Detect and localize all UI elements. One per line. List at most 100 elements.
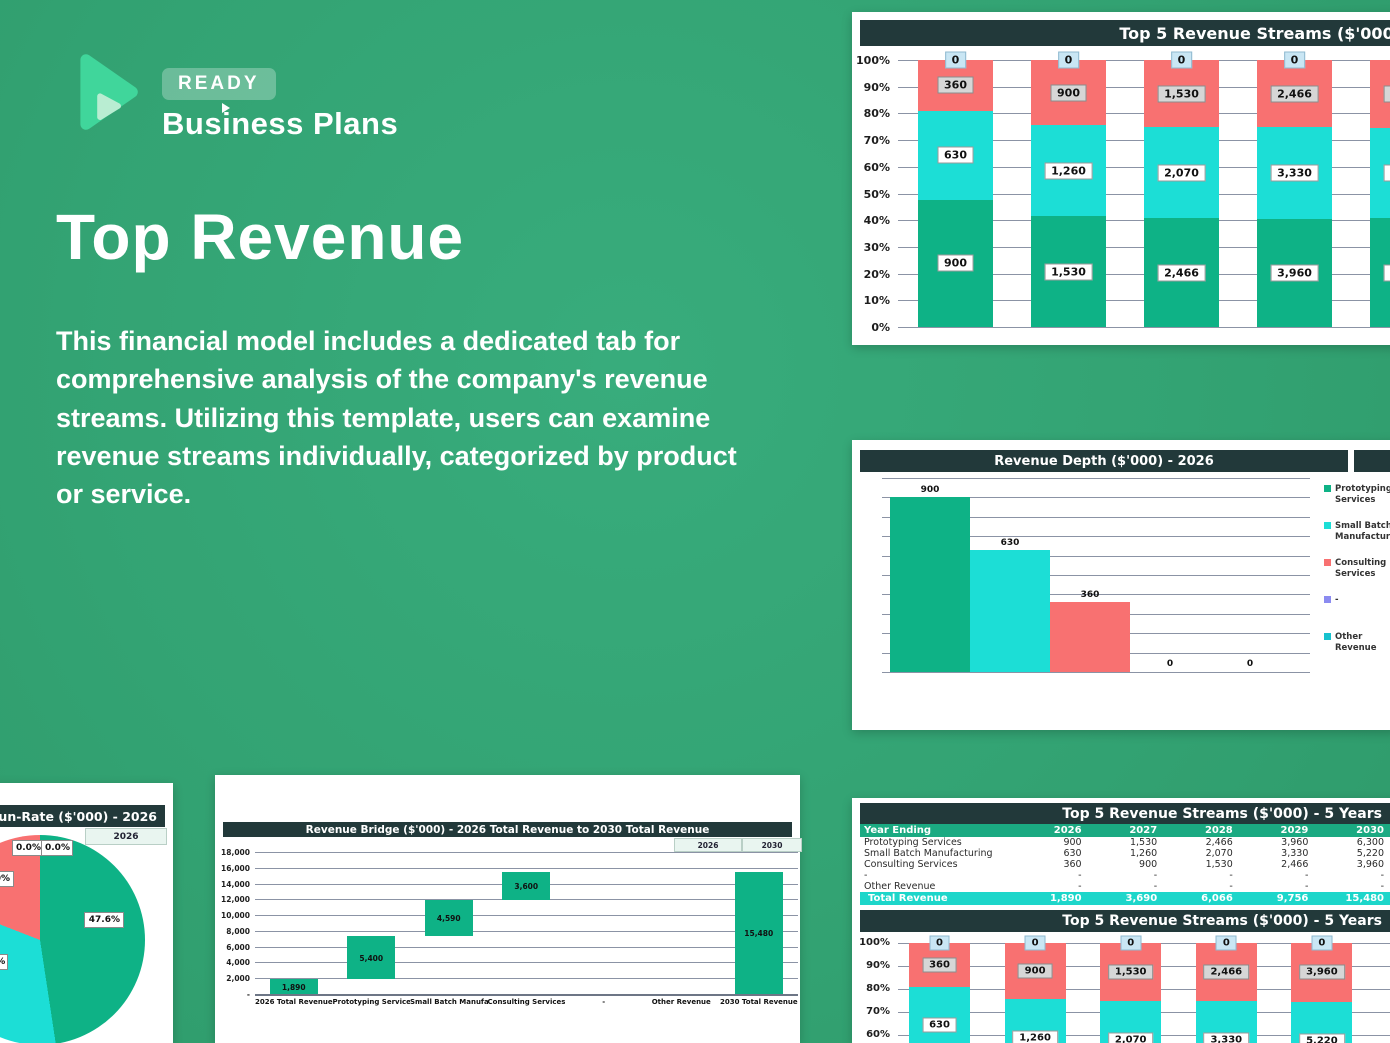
gridline bbox=[255, 852, 798, 853]
total-value: 15,480 bbox=[1314, 892, 1390, 905]
row-value: 630 bbox=[1063, 848, 1082, 859]
zero-value-label: 0 bbox=[944, 51, 967, 69]
panel-top5-revenue-streams: Top 5 Revenue Streams ($'000) - 5 Years … bbox=[852, 12, 1390, 345]
x-axis-label: Small Batch Manufacturing bbox=[410, 998, 488, 1006]
brand-i-play-icon: i bbox=[222, 103, 232, 141]
segment-value-label: 630 bbox=[922, 1017, 957, 1033]
bar-segment-small-batch-manufacturing bbox=[909, 986, 970, 1043]
segment-value-label: 2,466 bbox=[1270, 85, 1319, 103]
segment-value-label: 5,220 bbox=[1383, 164, 1390, 182]
row-label: Consulting Services bbox=[864, 859, 958, 870]
pie-slice-label: 0.0% bbox=[12, 840, 44, 856]
segment-value-label: 900 bbox=[1017, 963, 1053, 979]
row-value: 3,960 bbox=[1356, 859, 1384, 870]
title-bar-stub bbox=[1354, 450, 1390, 472]
revenue-table: Year Ending 2026 2027 2028 2029 2030 Prototypi… bbox=[860, 824, 1390, 905]
y-axis-tick: 0% bbox=[871, 321, 890, 334]
y-axis-tick: 80% bbox=[863, 107, 890, 121]
top5-revenue-table: Year Ending 2026 2027 2028 2029 2030 Prototypi… bbox=[860, 824, 1390, 905]
segment-value-label: 5,220 bbox=[1299, 1033, 1345, 1043]
row-value: 2,070 bbox=[1205, 848, 1233, 859]
y-axis-tick: 20% bbox=[863, 267, 890, 281]
zero-value-label: 0 bbox=[1215, 935, 1237, 951]
zero-value-label: 0 bbox=[1120, 935, 1142, 951]
segment-value-label: 1,530 bbox=[1044, 263, 1093, 281]
gridline bbox=[255, 930, 798, 932]
gridline bbox=[882, 672, 1310, 673]
table-header-row: Year Ending 2026 2027 2028 2029 2030 bbox=[860, 824, 1390, 837]
bar-segment-prototyping-services bbox=[1370, 218, 1390, 327]
bar-value-label: 1,890 bbox=[281, 982, 306, 992]
zero-value-label: 0 bbox=[1283, 51, 1306, 69]
table-row: Small Batch Manufacturing 630 1,260 2,070 3,… bbox=[860, 848, 1390, 859]
y-axis-tick: 10,000 bbox=[221, 911, 250, 921]
y-axis-tick: 2,000 bbox=[226, 974, 250, 984]
row-value: 5,220 bbox=[1356, 848, 1384, 859]
table-header-cell: 2027 bbox=[1087, 824, 1164, 837]
brand-name: Business Plans bbox=[162, 103, 399, 142]
row-value: 900 bbox=[1063, 837, 1082, 848]
table-header-cell: 2026 bbox=[1012, 824, 1088, 837]
table-total-row: Total Revenue 1,890 3,690 6,066 9,756 15,480 bbox=[860, 892, 1390, 905]
gridline bbox=[882, 575, 1310, 576]
table-header-cell: 2029 bbox=[1238, 824, 1315, 837]
brand-logo: READY Business Plans bbox=[72, 48, 398, 142]
y-axis-tick: 4,000 bbox=[226, 958, 250, 968]
row-value: - bbox=[1229, 870, 1233, 881]
waterfall-chart: 18,000 16,000 14,000 12,000 10,000 8,000 6,000… bbox=[215, 775, 800, 1043]
bar-chart: 900 630 360 0 0 Prototyping Services Small Bat… bbox=[852, 440, 1390, 730]
table-header-cell: 2028 bbox=[1163, 824, 1239, 837]
row-value: - bbox=[1304, 881, 1309, 892]
page-description: This financial model includes a dedicate… bbox=[56, 326, 737, 510]
pie-slice-label: 47.6% bbox=[84, 912, 124, 928]
zero-value-label: 0 bbox=[1057, 51, 1080, 69]
y-axis-tick: 18,000 bbox=[221, 848, 250, 857]
legend-label: Prototyping Services bbox=[1335, 484, 1390, 505]
waterfall-bar bbox=[734, 871, 783, 994]
row-value: - bbox=[1078, 870, 1082, 881]
row-value: 3,330 bbox=[1281, 848, 1309, 859]
y-axis-tick: - bbox=[246, 990, 250, 999]
x-axis-line bbox=[255, 994, 798, 996]
segment-value-label: 1,260 bbox=[1044, 162, 1093, 180]
legend-label: Consulting Services bbox=[1335, 558, 1387, 579]
chart-title-bar: Top 5 Revenue Streams ($'000) - 5 Years bbox=[860, 20, 1390, 46]
chart-title: Revenue Bridge ($'000) - 2026 Total Reve… bbox=[305, 823, 710, 836]
segment-value-label: 900 bbox=[1050, 84, 1087, 102]
y-axis-tick: 8,000 bbox=[226, 926, 250, 936]
table-title-bar: Top 5 Revenue Streams ($'000) - 5 Years bbox=[860, 803, 1390, 824]
play-logo-icon bbox=[80, 54, 138, 130]
year-cell: 2026 bbox=[85, 828, 167, 845]
panel-revenue-depth: Revenue Depth ($'000) - 2026 900 630 360 0 0… bbox=[852, 440, 1390, 730]
pie-slice-label: 19.0% bbox=[0, 871, 14, 887]
waterfall-bar bbox=[502, 871, 551, 901]
legend-label: Other Revenue bbox=[1335, 632, 1377, 653]
legend-swatch bbox=[1324, 559, 1331, 566]
gridline bbox=[882, 555, 1310, 557]
segment-value-label: 2,070 bbox=[1157, 164, 1206, 182]
total-label: Total Revenue bbox=[860, 892, 1012, 905]
legend-item: Small Batch Manufacturing bbox=[1324, 521, 1390, 543]
y-axis-tick: 12,000 bbox=[221, 895, 250, 905]
row-value: 360 bbox=[1063, 859, 1082, 870]
brand-name-part: ness Plans bbox=[231, 106, 399, 141]
zero-value-label: 0 bbox=[1024, 935, 1046, 951]
y-axis-tick: 30% bbox=[863, 240, 890, 254]
table-row: Prototyping Services 900 1,530 2,466 3,960 6,… bbox=[860, 837, 1390, 848]
segment-value-label: 360 bbox=[937, 76, 974, 94]
x-axis-label: - bbox=[602, 998, 606, 1006]
segment-value-label: 1,260 bbox=[1012, 1030, 1058, 1043]
y-axis-tick: 14,000 bbox=[221, 879, 250, 889]
waterfall-bar bbox=[269, 979, 318, 994]
gridline bbox=[255, 978, 798, 980]
gridline bbox=[255, 867, 798, 869]
row-value: 1,530 bbox=[1129, 837, 1158, 848]
bar-value-label: 360 bbox=[1080, 590, 1100, 601]
table-row: Consulting Services 360 900 1,530 2,466 3,960 bbox=[860, 859, 1390, 870]
chart-title-bar: Revenue Run-Rate ($'000) - 2026 bbox=[0, 805, 165, 827]
row-value: 900 bbox=[1139, 859, 1158, 870]
x-axis-label: 2026 Total Revenue bbox=[255, 998, 333, 1006]
legend-item: - bbox=[1324, 595, 1390, 606]
gridline bbox=[882, 594, 1310, 596]
y-axis-tick: 60% bbox=[866, 1029, 890, 1040]
